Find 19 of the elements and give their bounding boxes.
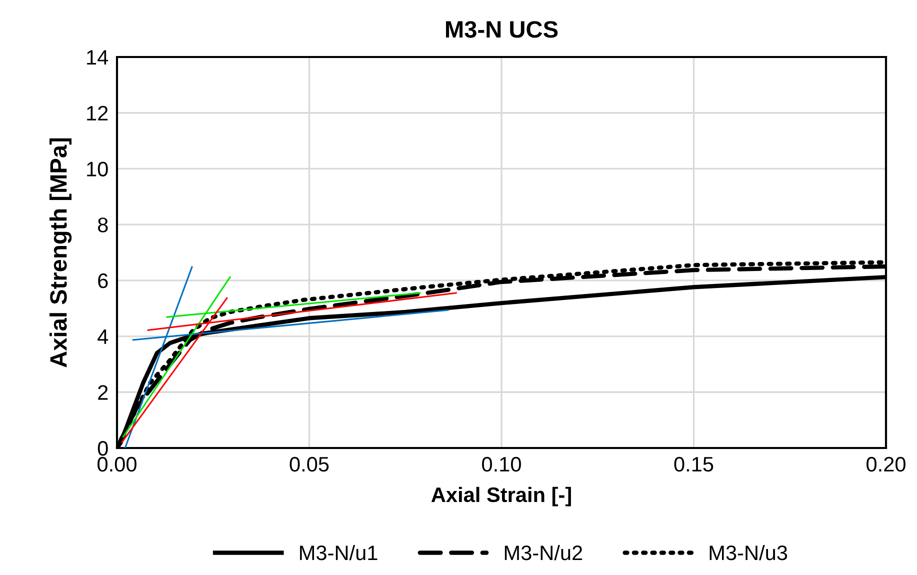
x-tick-label: 0.00 [98, 456, 136, 472]
y-tick-label: 8 [98, 218, 108, 232]
x-tick-label: 0.05 [290, 456, 329, 472]
y-tick-label: 10 [87, 162, 108, 176]
legend-label: M3-N/u3 [710, 544, 788, 560]
y-tick-label: 4 [98, 330, 108, 344]
y-tick-label: 12 [87, 106, 108, 120]
y-tick-label: 14 [87, 50, 108, 65]
y-tick-label: 2 [98, 385, 108, 400]
chart-title: M3-N UCS [446, 21, 558, 38]
x-tick-label: 0.10 [482, 456, 521, 472]
y-tick-label: 0 [98, 441, 108, 456]
legend-label: M3-N/u2 [504, 544, 582, 560]
x-axis-title: Axial Strain [-] [431, 486, 571, 506]
y-tick-label: 6 [98, 273, 108, 288]
y-axis-title: Axial Strength [MPa] [49, 138, 72, 368]
x-tick-label: 0.15 [674, 456, 714, 472]
x-tick-label: 0.20 [866, 456, 906, 472]
legend-label: M3-N/u1 [300, 544, 378, 560]
